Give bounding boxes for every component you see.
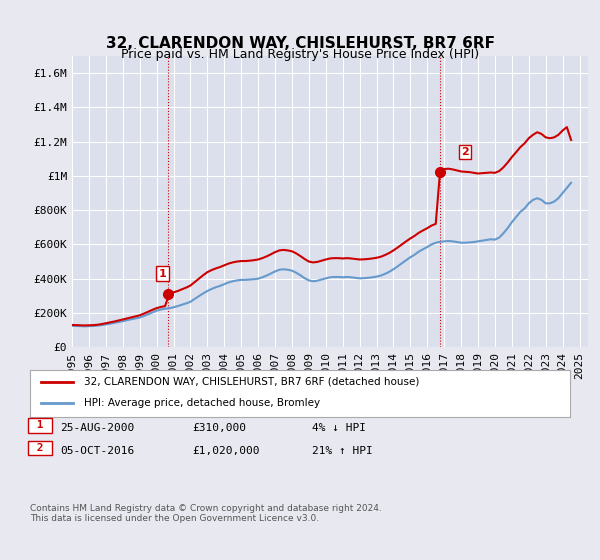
Text: 1: 1 bbox=[158, 269, 166, 278]
Text: £1,020,000: £1,020,000 bbox=[192, 446, 260, 456]
Text: 32, CLARENDON WAY, CHISLEHURST, BR7 6RF (detached house): 32, CLARENDON WAY, CHISLEHURST, BR7 6RF … bbox=[84, 376, 419, 386]
Text: 05-OCT-2016: 05-OCT-2016 bbox=[60, 446, 134, 456]
Text: Contains HM Land Registry data © Crown copyright and database right 2024.
This d: Contains HM Land Registry data © Crown c… bbox=[30, 504, 382, 524]
Text: 1: 1 bbox=[30, 421, 50, 431]
Text: HPI: Average price, detached house, Bromley: HPI: Average price, detached house, Brom… bbox=[84, 398, 320, 408]
Text: £310,000: £310,000 bbox=[192, 423, 246, 433]
Text: 2: 2 bbox=[30, 443, 50, 453]
Text: Price paid vs. HM Land Registry's House Price Index (HPI): Price paid vs. HM Land Registry's House … bbox=[121, 48, 479, 60]
Text: 21% ↑ HPI: 21% ↑ HPI bbox=[312, 446, 373, 456]
Text: 25-AUG-2000: 25-AUG-2000 bbox=[60, 423, 134, 433]
Text: 4% ↓ HPI: 4% ↓ HPI bbox=[312, 423, 366, 433]
Text: 32, CLARENDON WAY, CHISLEHURST, BR7 6RF: 32, CLARENDON WAY, CHISLEHURST, BR7 6RF bbox=[106, 36, 494, 52]
Text: 2: 2 bbox=[461, 147, 469, 157]
